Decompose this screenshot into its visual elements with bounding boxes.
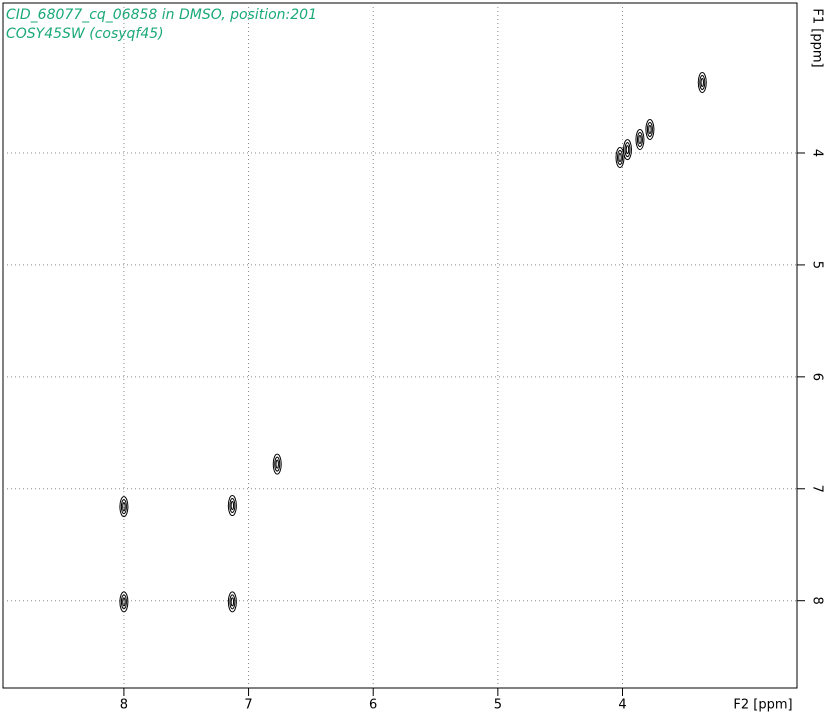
contour	[617, 149, 624, 165]
cross-peak	[697, 71, 707, 93]
chart-subtitle: COSY45SW (cosyqf45)	[6, 26, 164, 42]
x-axis-label: F2 [ppm]	[733, 698, 792, 713]
contour	[227, 591, 237, 613]
cross-peak	[645, 118, 655, 140]
cross-peak	[635, 129, 645, 151]
contour	[645, 118, 655, 140]
y-tick-label: 8	[810, 597, 825, 605]
chart-title: CID_68077_cq_06858 in DMSO, position:201	[6, 7, 317, 23]
contour	[119, 591, 129, 613]
contour	[618, 152, 622, 162]
contour	[697, 71, 707, 93]
contour	[274, 456, 281, 472]
contour	[230, 501, 235, 511]
cross-peak	[119, 591, 129, 613]
contour	[638, 135, 642, 145]
contour	[635, 129, 645, 151]
contour	[646, 121, 653, 137]
contour	[622, 139, 632, 161]
x-tick-label: 6	[369, 698, 377, 713]
contour	[624, 142, 631, 158]
y-tick-label: 6	[810, 373, 825, 381]
contour	[122, 597, 126, 607]
y-tick-label: 5	[810, 261, 825, 269]
contour	[122, 502, 126, 512]
contour	[119, 496, 129, 518]
contour	[275, 459, 279, 469]
contour	[229, 498, 236, 514]
contour	[615, 146, 625, 168]
plot-frame	[2, 2, 798, 689]
y-axis-label: F1 [ppm]	[810, 8, 825, 67]
y-tick-label: 7	[810, 485, 825, 493]
contour	[120, 594, 127, 610]
cross-peak	[227, 591, 237, 613]
x-tick-label: 4	[618, 698, 626, 713]
contour	[272, 453, 282, 475]
cross-peak	[615, 146, 625, 168]
x-tick-label: 8	[120, 698, 128, 713]
contour	[229, 594, 236, 610]
cross-peak	[272, 453, 282, 475]
contour	[648, 124, 652, 134]
contour	[227, 495, 237, 517]
contour	[625, 145, 630, 155]
x-tick-label: 7	[244, 698, 252, 713]
y-tick-label: 4	[810, 149, 825, 157]
cross-peak	[119, 496, 129, 518]
contour	[700, 77, 704, 87]
contour	[699, 74, 706, 90]
x-tick-label: 5	[494, 698, 502, 713]
contour	[636, 132, 643, 148]
cross-peak	[227, 495, 237, 517]
contour	[120, 499, 127, 515]
cross-peak	[622, 139, 632, 161]
contour	[230, 597, 235, 607]
